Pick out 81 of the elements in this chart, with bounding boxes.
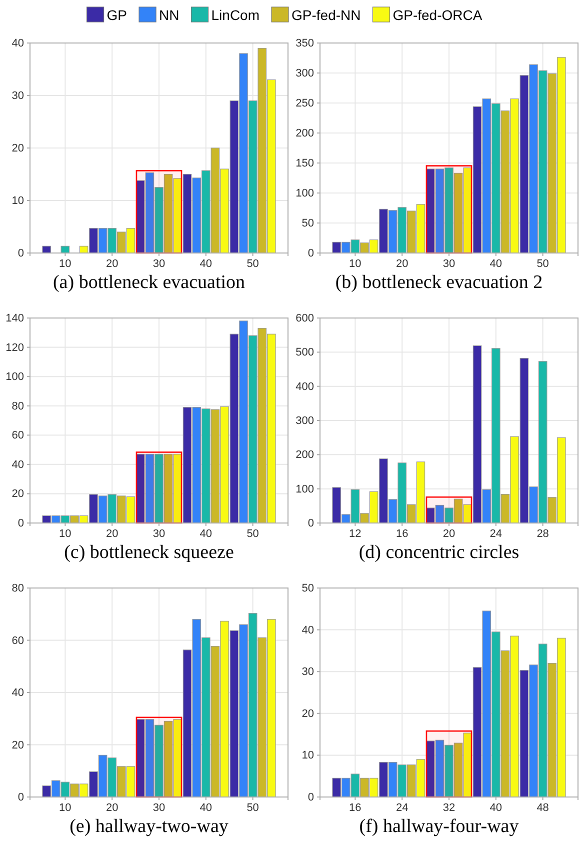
x-tick-label: 30 — [152, 528, 166, 540]
x-tick-label: 32 — [442, 802, 456, 814]
text: (e) hallway-two-way — [70, 816, 229, 837]
x-tick-label: 30 — [442, 258, 456, 270]
y-tick-label: 140 — [6, 312, 24, 325]
y-tick-label: 100 — [6, 371, 24, 384]
x-tick-label: 40 — [200, 258, 212, 270]
x-tick-label: 20 — [106, 802, 118, 814]
x-tick-label: 20 — [396, 258, 408, 270]
y-tick-label: 0 — [18, 248, 24, 260]
y-tick-label: 10 — [12, 195, 24, 208]
x-tick-label: 50 — [246, 802, 259, 814]
y-tick-label: 200 — [296, 128, 314, 140]
x-tick-label: 20 — [106, 258, 118, 270]
y-tick-label: 50 — [302, 582, 314, 595]
x-tick-label: 50 — [246, 528, 259, 540]
x-tick-label: 50 — [246, 258, 259, 270]
y-tick-label: 300 — [296, 68, 314, 80]
x-tick-label: 30 — [152, 258, 166, 270]
y-tick-label: 60 — [12, 430, 24, 442]
y-tick-label: 150 — [296, 158, 314, 170]
y-tick-label: 30 — [302, 666, 314, 678]
y-tick-label: 0 — [18, 792, 24, 804]
y-tick-label: 30 — [12, 90, 24, 102]
x-tick-label: 40 — [200, 528, 212, 540]
x-tick-label: 40 — [490, 802, 502, 814]
text: (c) bottleneck squeeze — [64, 542, 234, 563]
x-tick-label: 16 — [349, 802, 362, 814]
y-tick-label: 40 — [12, 458, 24, 471]
y-tick-label: 40 — [12, 38, 24, 50]
legend-label: LinCom — [211, 7, 260, 23]
x-tick-label: 10 — [349, 258, 362, 270]
x-tick-label: 24 — [490, 528, 502, 540]
text: (f) hallway-four-way — [359, 816, 520, 837]
x-tick-label: 24 — [396, 802, 408, 814]
y-tick-label: 20 — [12, 739, 24, 752]
y-tick-label: 400 — [296, 380, 314, 393]
y-tick-label: 20 — [302, 708, 314, 720]
legend-label: NN — [159, 7, 180, 23]
y-tick-label: 200 — [296, 449, 314, 462]
x-tick-label: 16 — [396, 528, 408, 540]
y-tick-label: 40 — [302, 624, 314, 636]
y-tick-label: 20 — [12, 488, 24, 500]
x-tick-label: 50 — [536, 258, 549, 270]
y-tick-label: 350 — [296, 38, 314, 50]
legend-label: GP — [106, 7, 128, 23]
x-tick-label: 10 — [59, 258, 72, 270]
x-tick-label: 12 — [349, 528, 362, 540]
y-tick-label: 120 — [6, 342, 24, 354]
y-tick-label: 60 — [12, 634, 24, 647]
y-tick-label: 10 — [302, 750, 314, 762]
x-tick-label: 20 — [106, 528, 118, 540]
x-tick-label: 48 — [536, 802, 549, 814]
y-tick-label: 20 — [12, 142, 24, 155]
x-tick-label: 30 — [152, 802, 166, 814]
y-tick-label: 40 — [12, 687, 24, 700]
legend-label: GP-fed-ORCA — [392, 7, 483, 23]
text: (d) concentric circles — [358, 542, 520, 563]
y-tick-label: 250 — [296, 98, 314, 110]
x-tick-label: 40 — [490, 258, 502, 270]
y-tick-label: 100 — [296, 483, 314, 496]
x-tick-label: 40 — [200, 802, 212, 814]
y-tick-label: 600 — [296, 312, 314, 325]
y-tick-label: 0 — [308, 792, 314, 804]
y-tick-label: 100 — [296, 188, 314, 200]
y-tick-label: 50 — [302, 218, 314, 230]
y-tick-label: 80 — [12, 400, 24, 412]
y-tick-label: 0 — [18, 518, 24, 530]
y-tick-label: 300 — [296, 415, 314, 428]
x-tick-label: 20 — [442, 528, 456, 540]
text: (b) bottleneck evacuation 2 — [335, 272, 543, 293]
y-tick-label: 500 — [296, 346, 314, 359]
x-tick-label: 10 — [59, 802, 72, 814]
x-tick-label: 10 — [59, 528, 72, 540]
legend-label: GP-fed-NN — [292, 7, 361, 23]
y-tick-label: 0 — [308, 248, 314, 260]
text: (a) bottleneck evacuation — [52, 272, 246, 293]
y-tick-label: 0 — [308, 518, 314, 530]
y-tick-label: 80 — [12, 582, 24, 595]
x-tick-label: 28 — [536, 528, 549, 540]
bar — [42, 246, 51, 254]
